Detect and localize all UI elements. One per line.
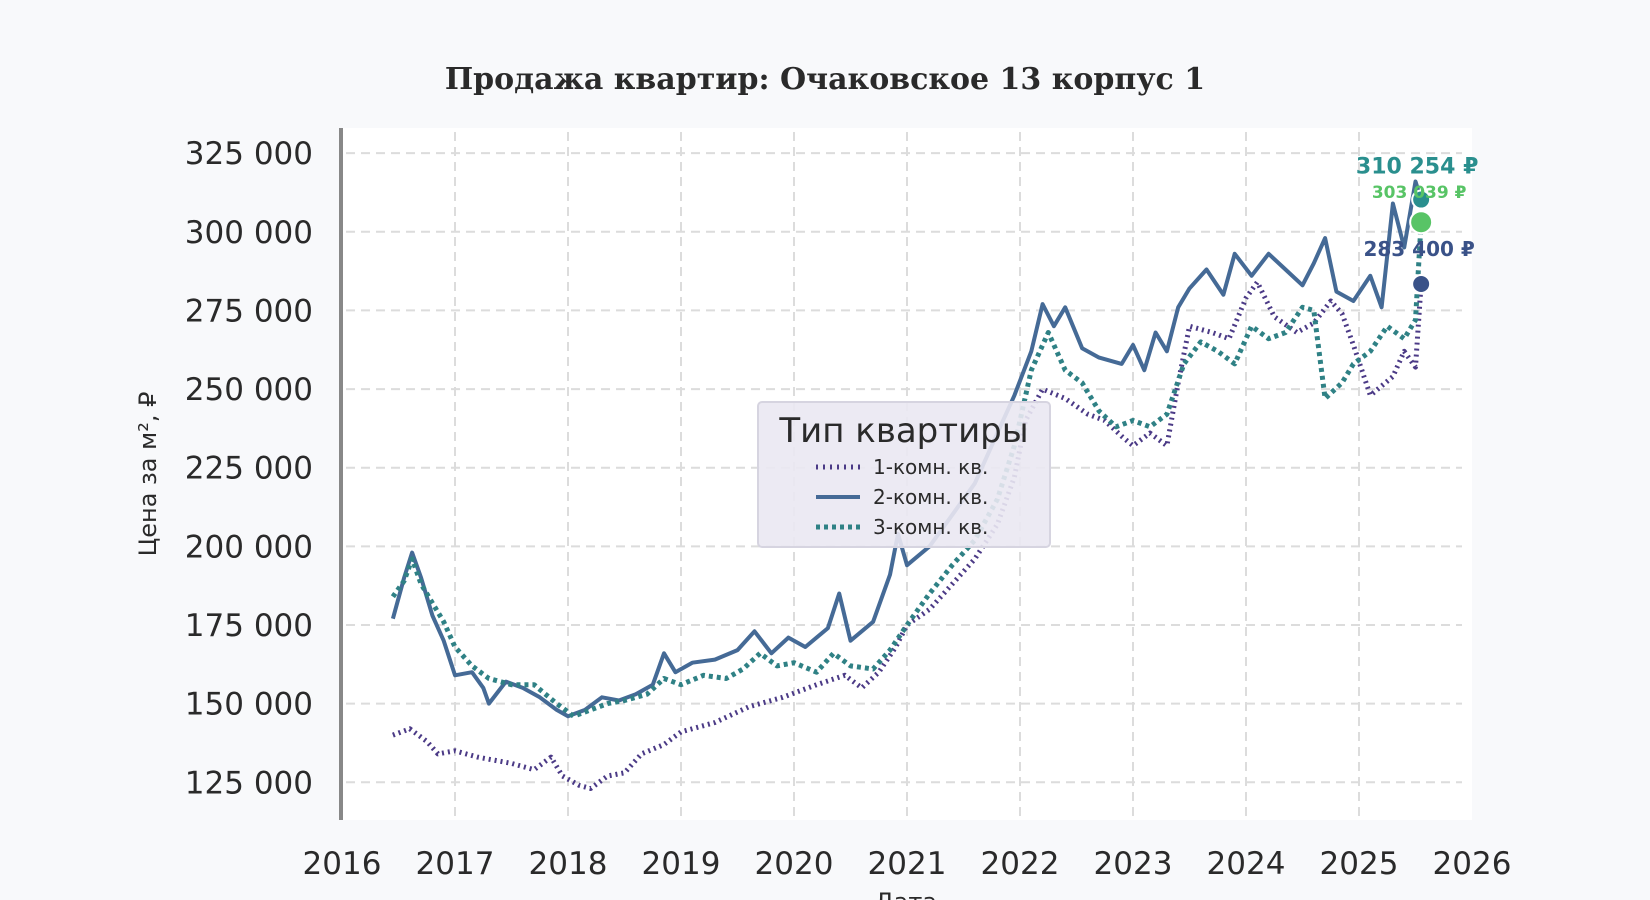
end-marker-1 (1411, 189, 1432, 210)
x-tick-label: 2017 (416, 846, 495, 882)
x-tick-label: 2024 (1207, 846, 1286, 882)
y-tick-label: 125 000 (185, 765, 313, 801)
x-tick-label: 2020 (755, 846, 834, 882)
end-value-label-2: 303 039 ₽ (1372, 183, 1467, 203)
x-tick-label: 2019 (642, 846, 721, 882)
x-axis-label: Дата (875, 888, 937, 900)
series-line-2 (390, 179, 1424, 719)
end-marker-3 (1411, 274, 1432, 295)
chart-title: Продажа квартир: Очаковское 13 корпус 1 (444, 62, 1206, 97)
y-tick-label: 325 000 (185, 136, 313, 172)
legend-label-2: 2-комн. кв. (873, 485, 988, 509)
end-marker-2 (1409, 210, 1434, 235)
end-value-label-1: 310 254 ₽ (1356, 155, 1478, 180)
x-tick-label: 2023 (1094, 846, 1173, 882)
y-tick-label: 150 000 (185, 687, 313, 723)
y-tick-label: 175 000 (185, 608, 313, 644)
legend-box (757, 401, 1051, 548)
x-tick-label: 2025 (1320, 846, 1399, 882)
y-tick-label: 200 000 (185, 529, 313, 565)
y-ticks: 125 000 150 000 175 000 200 000 225 000 250 0… (185, 136, 313, 801)
x-ticks: 2016 2017 2018 2019 2020 2021 2022 2023 2024 2025… (303, 846, 1512, 882)
x-tick-label: 2018 (529, 846, 608, 882)
x-tick-label: 2026 (1433, 846, 1512, 882)
end-labels: 310 254 ₽ 303 039 ₽ 283 400 ₽ (1356, 155, 1478, 295)
y-tick-label: 250 000 (185, 372, 313, 408)
legend-label-1: 1-комн. кв. (873, 455, 988, 479)
y-tick-label: 300 000 (185, 215, 313, 251)
y-tick-label: 225 000 (185, 451, 313, 487)
legend-label-3: 3-комн. кв. (873, 515, 988, 539)
x-tick-label: 2021 (868, 846, 947, 882)
legend-title: Тип квартиры (778, 411, 1028, 451)
x-tick-label: 2022 (981, 846, 1060, 882)
series (390, 179, 1424, 791)
series-line-1 (392, 279, 1424, 791)
y-axis-label: Цена за м², ₽ (134, 392, 162, 557)
grid (346, 132, 1462, 820)
series-line-3 (390, 222, 1424, 719)
x-tick-label: 2016 (303, 846, 382, 882)
legend: Тип квартиры 1-комн. кв. 2-комн. кв. 3-комн… (757, 401, 1051, 548)
y-tick-label: 275 000 (185, 293, 313, 329)
end-value-label-3: 283 400 ₽ (1363, 237, 1474, 261)
